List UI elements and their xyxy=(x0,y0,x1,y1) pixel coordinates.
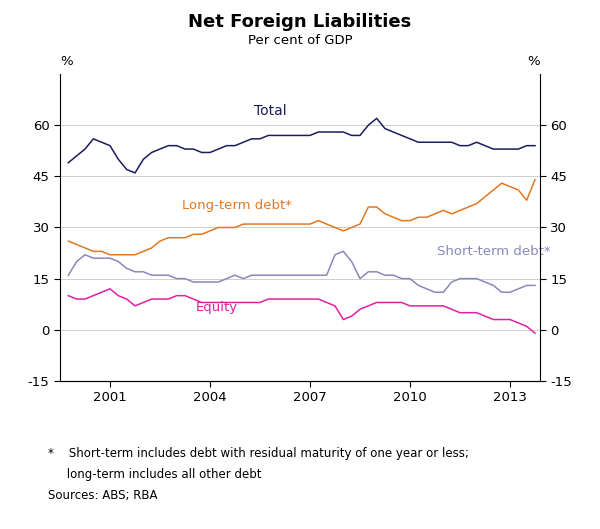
Text: %: % xyxy=(60,55,73,68)
Text: Short-term debt*: Short-term debt* xyxy=(437,245,550,258)
Text: Equity: Equity xyxy=(196,302,238,314)
Text: Per cent of GDP: Per cent of GDP xyxy=(248,34,352,48)
Text: Long-term debt*: Long-term debt* xyxy=(182,199,292,212)
Text: Net Foreign Liabilities: Net Foreign Liabilities xyxy=(188,13,412,31)
Text: Sources: ABS; RBA: Sources: ABS; RBA xyxy=(48,489,157,503)
Text: Total: Total xyxy=(254,104,286,118)
Text: %: % xyxy=(527,55,540,68)
Text: long-term includes all other debt: long-term includes all other debt xyxy=(48,468,262,481)
Text: *    Short-term includes debt with residual maturity of one year or less;: * Short-term includes debt with residual… xyxy=(48,447,469,460)
